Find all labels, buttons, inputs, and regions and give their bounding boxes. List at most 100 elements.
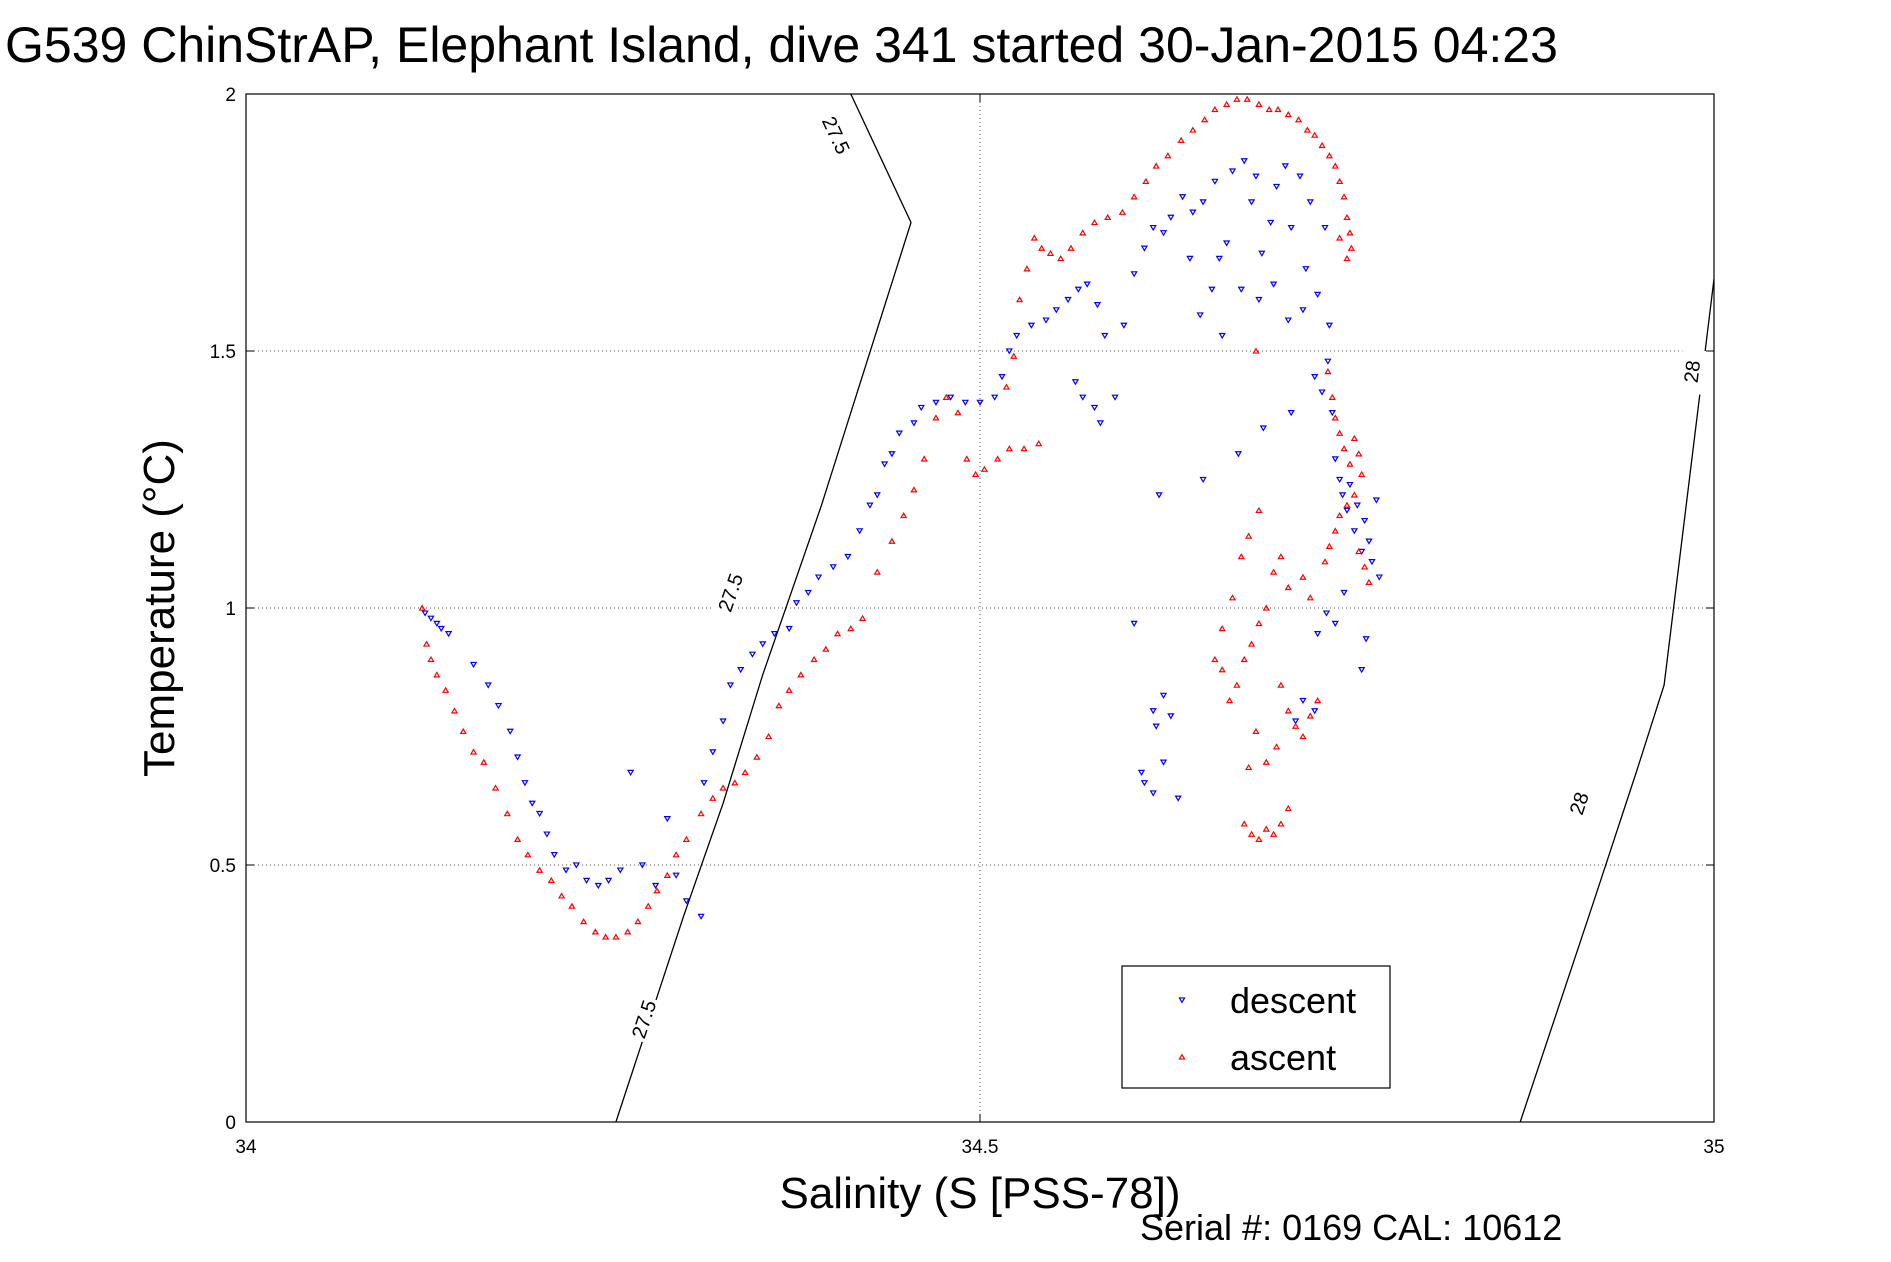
ascent-point [1313, 696, 1322, 704]
descent-point [444, 631, 453, 638]
ascent-point [441, 686, 450, 693]
descent-point [651, 882, 660, 890]
ascent-point [1355, 450, 1363, 457]
descent-point [1322, 610, 1331, 617]
descent-point [594, 882, 602, 890]
legend-markers [1178, 997, 1186, 1060]
ascent-point [1030, 234, 1038, 241]
ascent-point [1303, 126, 1312, 133]
descent-point [792, 600, 801, 607]
descent-point [1234, 451, 1243, 458]
descent-point [484, 682, 492, 689]
ascent-point [1265, 105, 1273, 113]
descent-point [1296, 173, 1304, 180]
ascent-point [1211, 105, 1219, 113]
series-ascent [418, 95, 1373, 940]
descent-point [1178, 194, 1187, 201]
ascent-point [1277, 553, 1285, 560]
descent-point [1218, 332, 1226, 340]
ascent-point [900, 511, 908, 519]
descent-point [1159, 692, 1168, 699]
descent-point [829, 564, 837, 571]
ascent-point [942, 393, 950, 400]
ascent-point [709, 794, 717, 801]
serial-footer: Serial #: 0169 CAL: 10612 [1140, 1207, 1562, 1248]
descent-point [1130, 620, 1138, 627]
ascent-point [591, 928, 600, 935]
ascent-point [1340, 193, 1348, 200]
descent-point [1259, 425, 1267, 432]
x-tick-label: 35 [1703, 1137, 1724, 1158]
ascent-point [653, 887, 661, 894]
ascent-point [433, 671, 441, 678]
contour-label-bg [1677, 348, 1707, 395]
ascent-point [602, 933, 610, 940]
descent-point [1299, 697, 1307, 705]
ascent-point [1355, 547, 1363, 555]
descent-point [1152, 723, 1160, 730]
descent-point [427, 615, 435, 622]
descent-point [770, 631, 779, 638]
ascent-point [1358, 470, 1366, 478]
contour-line [615, 94, 912, 1122]
ascent-point [1291, 722, 1300, 729]
descent-point [1331, 620, 1339, 627]
descent-point [1267, 219, 1275, 227]
ascent-point [910, 486, 918, 493]
ascent-point [1311, 131, 1319, 138]
y-ticks: 0 0.5 1 1.5 2 [210, 85, 1714, 1134]
descent-point [1343, 507, 1351, 514]
ascent-point [1325, 152, 1334, 159]
ascent-point [1274, 105, 1282, 113]
ascent-point [1002, 383, 1011, 390]
descent-point [528, 800, 536, 807]
ascent-point [1336, 429, 1344, 436]
ascent-point [1336, 234, 1344, 241]
descent-point [1269, 281, 1278, 288]
ascent-point [1252, 347, 1260, 354]
ascent-point [1218, 625, 1226, 632]
y-tick-label: 1 [225, 599, 236, 620]
ascent-point [1325, 542, 1334, 549]
ascent-point [1262, 758, 1270, 765]
descent-point [1311, 374, 1319, 381]
descent-point [1093, 302, 1102, 309]
ascent-point [1328, 393, 1336, 400]
ascent-point [1189, 126, 1197, 133]
ascent-point [469, 748, 478, 755]
ascent-point [1340, 445, 1348, 452]
descent-point [1167, 713, 1175, 720]
ascent-point [1324, 368, 1332, 375]
descent-point [1174, 795, 1182, 802]
ascent-point [1240, 655, 1248, 663]
ascent-point [1164, 152, 1172, 159]
ascent-point [1284, 804, 1292, 812]
descent-point [709, 749, 717, 756]
descent-point [785, 625, 793, 633]
descent-point [1199, 476, 1207, 484]
descent-point [535, 810, 544, 818]
ascent-point [873, 568, 881, 575]
descent-point [1338, 492, 1347, 499]
ascent-point [785, 686, 793, 693]
descent-point [814, 574, 823, 581]
descent-point [1155, 492, 1163, 499]
descent-point [682, 898, 691, 905]
legend-label-ascent: ascent [1230, 1037, 1336, 1078]
ascent-point [535, 866, 544, 873]
ascent-point [1218, 666, 1226, 673]
descent-point [1027, 322, 1036, 329]
ascent-point [427, 655, 435, 663]
descent-point [917, 404, 925, 412]
descent-point [1252, 173, 1260, 180]
ascent-point [1336, 177, 1344, 185]
ascent-point [1233, 681, 1241, 688]
descent-point [1074, 286, 1083, 293]
descent-point [1079, 394, 1087, 401]
descent-point [1196, 312, 1204, 319]
ascent-point [1299, 573, 1307, 580]
descent-point [1005, 348, 1014, 355]
ascent-point [1284, 111, 1292, 118]
descent-point [1199, 199, 1207, 206]
